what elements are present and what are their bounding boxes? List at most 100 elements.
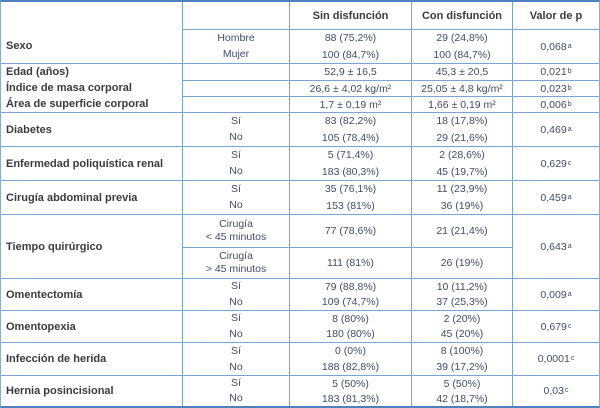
value-cell: 100 (84,7%) xyxy=(412,46,513,63)
value-cell: 111 (81%) xyxy=(290,246,412,278)
value-cell: 45,3 ± 20,5 xyxy=(412,64,513,80)
value-cell: 105 (78,4%) xyxy=(290,129,412,146)
value-cell: 153 (81%) xyxy=(290,197,412,214)
p-value-cell: 0,006 b xyxy=(513,96,599,112)
subcategory-cell xyxy=(183,64,290,80)
subcategory-cell: Sí xyxy=(183,376,290,391)
row-label: Cirugía abdominal previa xyxy=(1,181,183,214)
value-cell: 39 (17,2%) xyxy=(412,359,513,375)
subcategory-cell: No xyxy=(183,326,290,342)
subcategory-cell: Sí xyxy=(183,343,290,359)
table-group-superficie-corporal: Área de superficie corporal 1,7 ± 0,19 m… xyxy=(1,96,599,112)
value-cell: 5 (71,4%) xyxy=(290,147,412,164)
column-header-sin-disfuncion: Sin disfunción xyxy=(290,2,412,29)
table-group-tiempo-quirurgico: Tiempo quirúrgico Cirugía < 45 minutos 77… xyxy=(1,214,599,278)
row-label: Infección de herida xyxy=(1,343,183,375)
subcategory-cell: Sí xyxy=(183,279,290,295)
value-cell: 1,7 ± 0,19 m² xyxy=(290,96,412,112)
value-cell: 109 (74,7%) xyxy=(290,294,412,310)
header-empty-label-cell xyxy=(1,2,183,29)
row-label: Edad (años) xyxy=(1,64,183,80)
value-cell: 25,05 ± 4,8 kg/m² xyxy=(412,80,513,96)
row-label: Área de superficie corporal xyxy=(1,96,183,112)
column-header-valor-de-p: Valor de p xyxy=(529,9,583,22)
value-cell: 100 (84,7%) xyxy=(290,46,412,63)
value-cell: 2 (28,6%) xyxy=(412,147,513,164)
subcategory-cell: No xyxy=(183,163,290,180)
value-cell: 26,6 ± 4,02 kg/m² xyxy=(290,80,412,96)
header-empty-subcategory-cell xyxy=(183,2,290,29)
value-cell: 79 (88,8%) xyxy=(290,279,412,295)
table-group-omentopexia: Omentopexia Sí 8 (80%) 2 (20%) 0,679 c No… xyxy=(1,310,599,342)
p-value-cell: 0,03 c xyxy=(543,385,569,397)
value-cell: 45 (20%) xyxy=(412,326,513,342)
table-group-cirugia-abdominal: Cirugía abdominal previa Sí 35 (76,1%) 1… xyxy=(1,180,599,214)
subcategory-cell: Sí xyxy=(183,311,290,327)
p-value-cell: 0,629 c xyxy=(540,157,572,170)
table-header-row: Sin disfunción Con disfunción Valor de p xyxy=(1,2,599,29)
value-cell: 183 (81,3%) xyxy=(290,391,412,406)
subcategory-cell xyxy=(183,80,290,96)
value-cell: 29 (24,8%) xyxy=(412,29,513,46)
subcategory-cell: No xyxy=(183,391,290,406)
column-header-con-disfuncion: Con disfunción xyxy=(412,2,513,29)
p-value-cell: 0,009 a xyxy=(540,288,572,301)
subcategory-cell: No xyxy=(183,197,290,214)
p-value-cell: 0,459 a xyxy=(540,191,572,204)
p-value-cell: 0,643 a xyxy=(540,240,572,253)
value-cell: 11 (23,9%) xyxy=(412,181,513,198)
value-cell: 18 (17,8%) xyxy=(412,113,513,130)
p-value-cell: 0,021 b xyxy=(540,66,572,78)
subcategory-cell: Sí xyxy=(183,113,290,130)
row-label: Sexo xyxy=(1,29,183,63)
value-cell: 35 (76,1%) xyxy=(290,181,412,198)
value-cell: 0 (0%) xyxy=(290,343,412,359)
subcategory-cell: No xyxy=(183,129,290,146)
row-label: Enfermedad poliquística renal xyxy=(1,147,183,180)
value-cell: 42 (18,7%) xyxy=(412,391,513,406)
table-group-diabetes: Diabetes Sí 83 (82,2%) 18 (17,8%) 0,469 a… xyxy=(1,112,599,146)
value-cell: 21 (21,4%) xyxy=(412,215,513,247)
table-group-imc: Índice de masa corporal 26,6 ± 4,02 kg/m… xyxy=(1,80,599,96)
subcategory-cell: Cirugía < 45 minutos xyxy=(183,215,290,247)
value-cell: 5 (50%) xyxy=(412,376,513,391)
value-cell: 37 (25,3%) xyxy=(412,294,513,310)
value-cell: 83 (82,2%) xyxy=(290,113,412,130)
value-cell: 45 (19,7%) xyxy=(412,163,513,180)
subcategory-cell: No xyxy=(183,294,290,310)
row-label: Tiempo quirúrgico xyxy=(1,215,183,278)
value-cell: 1,66 ± 0,19 m² xyxy=(412,96,513,112)
value-cell: 26 (19%) xyxy=(412,246,513,278)
row-label: Omentectomía xyxy=(1,279,183,310)
table-group-enfermedad-poliquistica: Enfermedad poliquística renal Sí 5 (71,4… xyxy=(1,146,599,180)
value-cell: 8 (100%) xyxy=(412,343,513,359)
value-cell: 29 (21,6%) xyxy=(412,129,513,146)
subcategory-cell: Sí xyxy=(183,147,290,164)
p-value-cell: 0,469 a xyxy=(540,123,572,136)
value-cell: 10 (11,2%) xyxy=(412,279,513,295)
row-label: Hernia posincisional xyxy=(1,376,183,406)
value-cell: 77 (78,6%) xyxy=(290,215,412,247)
value-cell: 36 (19%) xyxy=(412,197,513,214)
table-group-infeccion-herida: Infección de herida Sí 0 (0%) 8 (100%) 0… xyxy=(1,342,599,375)
value-cell: 8 (80%) xyxy=(290,311,412,327)
subcategory-cell: Hombre xyxy=(183,29,290,46)
subcategory-cell: Cirugía > 45 minutos xyxy=(183,246,290,278)
value-cell: 52,9 ± 16,5 xyxy=(290,64,412,80)
p-value-cell: 0,023 b xyxy=(513,80,599,96)
p-value-cell: 0,0001 c xyxy=(537,353,575,365)
p-value-cell: 0,068 a xyxy=(513,29,599,63)
subcategory-cell: Sí xyxy=(183,181,290,198)
row-label: Omentopexia xyxy=(1,311,183,342)
p-value-cell: 0,679 c xyxy=(540,320,572,333)
value-cell: 88 (75,2%) xyxy=(290,29,412,46)
table-group-edad: Edad (años) 52,9 ± 16,5 45,3 ± 20,5 0,02… xyxy=(1,63,599,80)
table-group-sexo: Sexo Hombre 88 (75,2%) 29 (24,8%) 0,068 a… xyxy=(1,29,599,63)
subcategory-cell xyxy=(183,96,290,112)
row-label: Diabetes xyxy=(1,113,183,146)
table-group-omentectomia: Omentectomía Sí 79 (88,8%) 10 (11,2%) 0,… xyxy=(1,278,599,310)
value-cell: 183 (80,3%) xyxy=(290,163,412,180)
value-cell: 5 (50%) xyxy=(290,376,412,391)
value-cell: 2 (20%) xyxy=(412,311,513,327)
